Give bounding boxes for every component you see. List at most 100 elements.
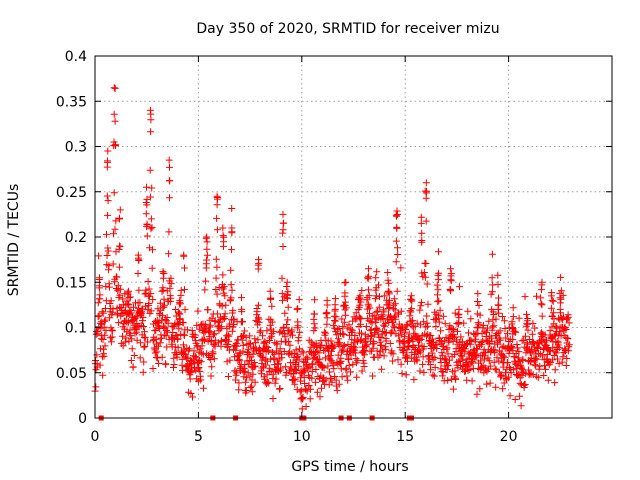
data-point: [261, 375, 269, 383]
data-point: [161, 301, 168, 309]
data-point: [409, 337, 417, 345]
data-point: [310, 310, 318, 318]
data-point: [510, 366, 518, 374]
data-point: [326, 352, 334, 360]
data-point: [181, 286, 188, 294]
data-point: [330, 342, 338, 350]
data-point: [227, 266, 235, 274]
data-point: [451, 367, 459, 375]
data-point: [377, 342, 385, 349]
data-point: [111, 84, 119, 92]
data-point: [403, 321, 411, 329]
data-point: [357, 315, 365, 323]
data-point: [464, 307, 472, 315]
data-point: [455, 358, 463, 365]
data-point: [251, 378, 259, 386]
data-point: [331, 295, 339, 303]
data-point: [416, 348, 424, 356]
data-point: [365, 265, 372, 273]
data-point: [179, 319, 187, 327]
y-tick-label: 0.15: [56, 275, 87, 291]
data-point: [289, 331, 296, 339]
data-point: [473, 390, 481, 398]
data-point: [390, 301, 398, 309]
data-point: [548, 289, 556, 297]
data-point: [492, 315, 500, 323]
data-point: [336, 358, 344, 366]
data-point: [99, 336, 107, 343]
data-point: [95, 252, 103, 260]
data-point: [322, 329, 330, 337]
data-point: [213, 263, 221, 271]
data-point: [556, 328, 564, 336]
data-point: [183, 326, 191, 334]
data-point: [248, 382, 255, 390]
data-point: [422, 179, 430, 187]
data-point: [515, 314, 523, 322]
data-point: [395, 332, 403, 340]
data-point: [209, 350, 217, 358]
data-point: [280, 324, 288, 332]
data-point: [226, 356, 234, 364]
data-point: [556, 316, 564, 324]
data-point: [107, 338, 115, 346]
data-point: [215, 318, 223, 326]
data-point: [210, 331, 217, 339]
data-point: [98, 308, 106, 316]
data-point: [423, 187, 430, 195]
data-point: [378, 313, 386, 321]
data-point: [495, 309, 503, 317]
data-point: [298, 394, 306, 402]
data-point: [345, 355, 353, 363]
data-point: [316, 393, 324, 401]
data-point: [101, 331, 109, 339]
data-point: [364, 275, 372, 283]
data-point: [536, 362, 544, 370]
data-point: [557, 287, 565, 295]
data-point: [358, 367, 366, 375]
data-point: [428, 335, 436, 343]
data-point: [296, 388, 304, 396]
data-point: [479, 321, 487, 329]
data-point: [264, 347, 272, 355]
data-point: [165, 156, 173, 164]
x-axis-label: GPS time / hours: [291, 459, 408, 475]
data-point: [213, 194, 221, 201]
data-point: [203, 245, 211, 253]
data-point: [505, 349, 513, 357]
data-point: [220, 283, 228, 291]
data-point: [242, 378, 250, 386]
data-point: [533, 292, 540, 300]
x-tick-label: 15: [396, 429, 414, 445]
data-point: [408, 354, 416, 362]
data-point: [348, 326, 356, 334]
data-point: [186, 357, 194, 364]
data-point: [509, 325, 517, 333]
data-point: [331, 324, 339, 332]
data-point: [284, 338, 292, 346]
data-point: [431, 316, 439, 324]
data-point: [402, 326, 410, 333]
data-point: [382, 337, 390, 345]
data-point: [392, 258, 400, 266]
data-point: [494, 271, 502, 279]
data-point: [177, 286, 185, 294]
data-point: [142, 199, 150, 206]
data-point: [356, 337, 364, 344]
data-point: [402, 371, 410, 379]
data-point: [307, 385, 314, 393]
data-point: [475, 302, 483, 309]
data-point: [563, 354, 571, 362]
data-point: [528, 330, 536, 338]
data-point: [422, 194, 430, 202]
data-point: [515, 354, 523, 362]
data-point: [331, 305, 339, 313]
data-point: [110, 110, 118, 118]
x-tick-label: 5: [194, 429, 203, 445]
data-point: [97, 324, 105, 332]
data-point: [547, 304, 555, 312]
data-point: [535, 365, 543, 373]
data-point: [237, 318, 245, 326]
data-point: [145, 300, 153, 307]
data-point: [235, 379, 243, 387]
